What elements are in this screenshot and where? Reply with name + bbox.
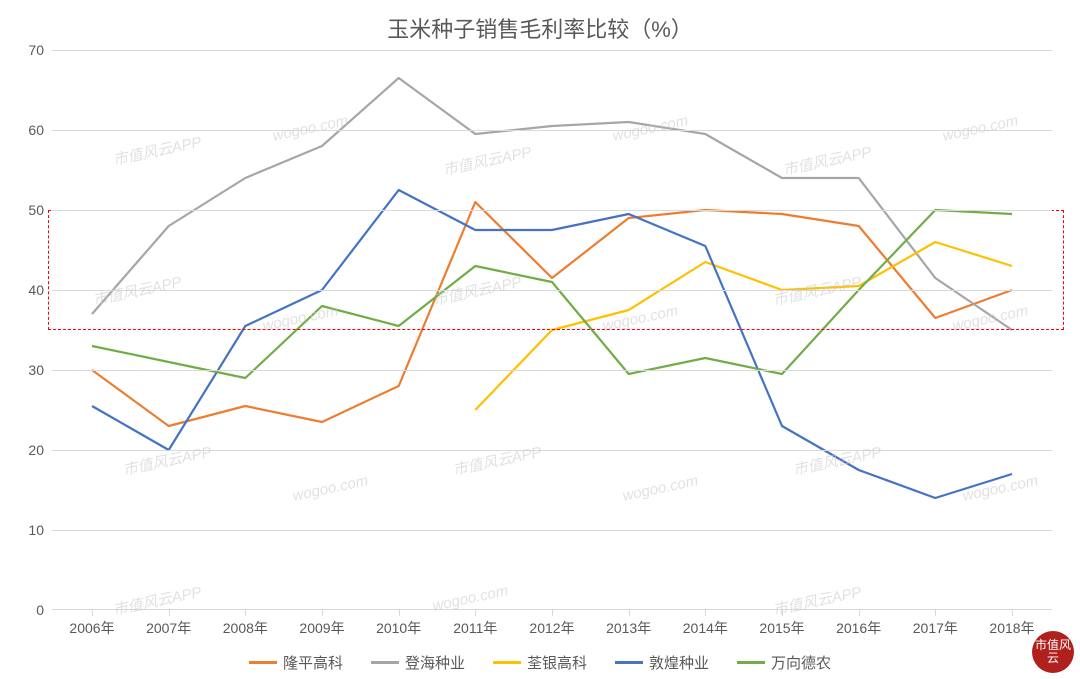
- x-tick-mark: [1012, 610, 1013, 616]
- x-tick-mark: [935, 610, 936, 616]
- grid-line: [52, 210, 1052, 211]
- legend-swatch: [249, 661, 277, 664]
- x-tick-label: 2014年: [683, 618, 728, 638]
- legend-label: 登海种业: [405, 652, 465, 673]
- grid-line: [52, 450, 1052, 451]
- x-tick-label: 2010年: [376, 618, 421, 638]
- x-tick-mark: [705, 610, 706, 616]
- x-tick-label: 2013年: [606, 618, 651, 638]
- x-tick-mark: [629, 610, 630, 616]
- x-tick-mark: [399, 610, 400, 616]
- grid-line: [52, 370, 1052, 371]
- x-tick-label: 2009年: [299, 618, 344, 638]
- x-tick-label: 2011年: [453, 618, 497, 638]
- legend: 隆平高科 登海种业 荃银高科 敦煌种业 万向德农: [0, 652, 1080, 673]
- legend-label: 敦煌种业: [649, 652, 709, 673]
- series-line: [92, 78, 1012, 330]
- legend-swatch: [493, 661, 521, 664]
- legend-label: 万向德农: [771, 652, 831, 673]
- x-tick-label: 2015年: [759, 618, 804, 638]
- legend-swatch: [615, 661, 643, 664]
- x-tick-mark: [552, 610, 553, 616]
- y-tick-label: 20: [28, 442, 44, 458]
- plot-area: 0102030405060702006年2007年2008年2009年2010年…: [52, 50, 1052, 610]
- grid-line: [52, 290, 1052, 291]
- chart-container: 玉米种子销售毛利率比较（%） 0102030405060702006年2007年…: [0, 0, 1080, 679]
- y-tick-label: 60: [28, 122, 44, 138]
- corner-stamp-icon: 市值风云: [1032, 631, 1074, 673]
- x-tick-mark: [169, 610, 170, 616]
- y-tick-label: 70: [28, 42, 44, 58]
- y-tick-label: 40: [28, 282, 44, 298]
- x-tick-label: 2006年: [69, 618, 114, 638]
- line-series-svg: [52, 50, 1052, 610]
- x-tick-mark: [322, 610, 323, 616]
- y-tick-label: 0: [36, 602, 44, 618]
- x-tick-label: 2018年: [989, 618, 1034, 638]
- x-tick-mark: [92, 610, 93, 616]
- legend-item-wanxiang: 万向德农: [737, 652, 831, 673]
- y-tick-label: 50: [28, 202, 44, 218]
- x-tick-mark: [475, 610, 476, 616]
- grid-line: [52, 50, 1052, 51]
- y-tick-label: 30: [28, 362, 44, 378]
- legend-item-dunhuang: 敦煌种业: [615, 652, 709, 673]
- legend-label: 荃银高科: [527, 652, 587, 673]
- x-tick-mark: [782, 610, 783, 616]
- legend-swatch: [371, 661, 399, 664]
- y-tick-label: 10: [28, 522, 44, 538]
- chart-title: 玉米种子销售毛利率比较（%）: [0, 12, 1080, 44]
- x-tick-label: 2007年: [146, 618, 191, 638]
- x-tick-label: 2017年: [913, 618, 958, 638]
- legend-item-quanyin: 荃银高科: [493, 652, 587, 673]
- x-tick-mark: [245, 610, 246, 616]
- corner-stamp-text: 市值风云: [1032, 639, 1074, 664]
- series-line: [475, 242, 1012, 410]
- x-tick-label: 2016年: [836, 618, 881, 638]
- legend-item-denghai: 登海种业: [371, 652, 465, 673]
- legend-swatch: [737, 661, 765, 664]
- grid-line: [52, 530, 1052, 531]
- x-tick-label: 2012年: [529, 618, 574, 638]
- x-tick-mark: [859, 610, 860, 616]
- x-tick-label: 2008年: [223, 618, 268, 638]
- legend-item-longping: 隆平高科: [249, 652, 343, 673]
- legend-label: 隆平高科: [283, 652, 343, 673]
- grid-line: [52, 130, 1052, 131]
- series-line: [92, 190, 1012, 498]
- series-line: [92, 202, 1012, 426]
